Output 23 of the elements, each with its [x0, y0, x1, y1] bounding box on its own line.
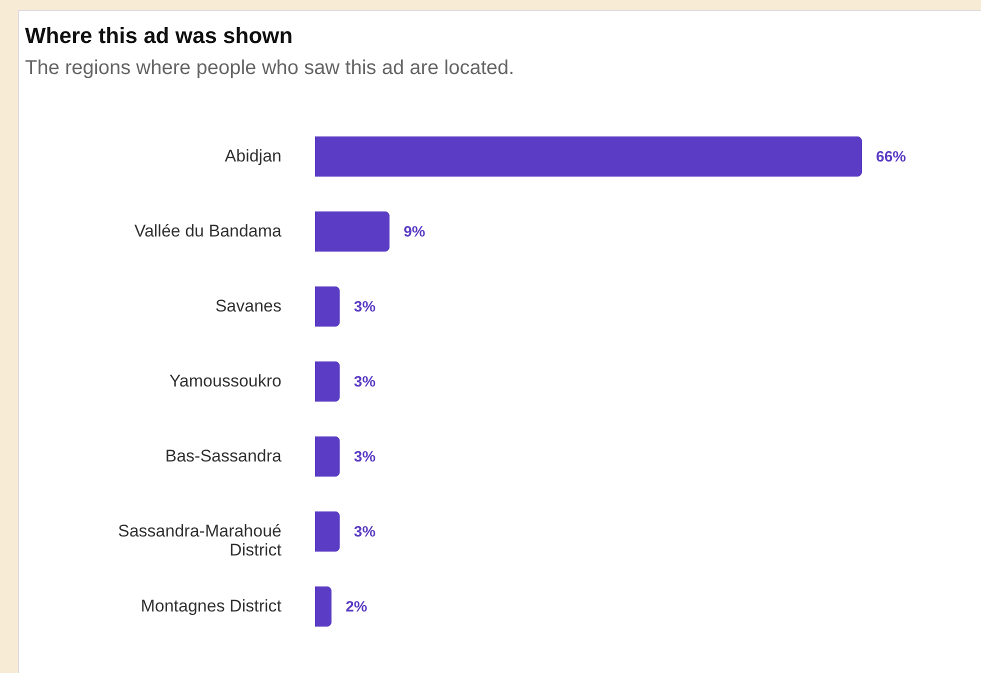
data-label: 9%: [404, 224, 426, 240]
y-tick-label: Abidjan: [224, 146, 282, 166]
chart-title: Where this ad was shown: [25, 23, 293, 48]
y-tick-label: Montagnes District: [140, 596, 282, 616]
y-tick-label: Bas-Sassandra: [165, 446, 282, 466]
data-label: 3%: [354, 374, 376, 390]
bar: [315, 436, 340, 477]
data-label: 66%: [876, 148, 906, 166]
data-label: 2%: [346, 598, 368, 616]
y-tick-label: Vallée du Bandama: [134, 222, 282, 240]
bar: [315, 211, 390, 252]
y-tick-label: Yamoussoukro: [169, 372, 282, 390]
bar: [315, 361, 340, 402]
y-tick-label: Sassandra-Marahoué District: [118, 522, 282, 560]
bar: [315, 286, 340, 327]
data-label: 3%: [354, 524, 376, 540]
bar: [315, 511, 340, 552]
bar: [315, 136, 862, 177]
data-label: 3%: [354, 448, 376, 466]
bar: [315, 586, 332, 627]
data-label: 3%: [354, 298, 376, 316]
y-tick-label: Savanes: [215, 296, 282, 316]
chart-subtitle: The regions where people who saw this ad are located.: [25, 57, 514, 79]
